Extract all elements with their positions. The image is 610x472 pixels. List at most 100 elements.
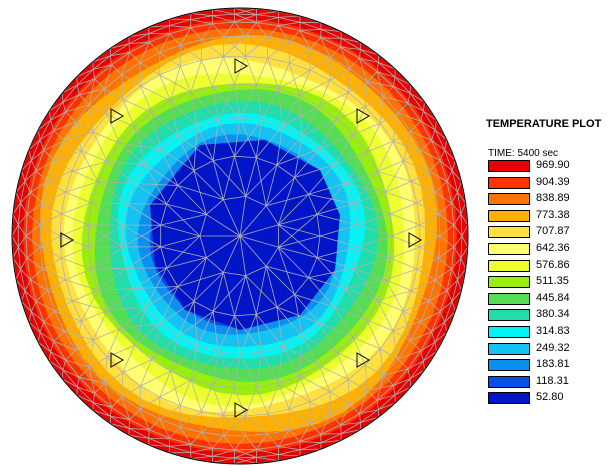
mesh-edge [385,181,412,193]
temperature-legend: TEMPERATURE PLOT TIME: 5400 sec 969.90 90… [486,118,606,405]
mesh-edge [122,224,161,248]
mesh-edge [366,123,381,153]
mesh-edge [140,359,152,387]
mesh-edge [365,106,381,124]
mesh-edge [276,306,283,347]
mesh-edge [309,57,331,71]
mesh-edge [419,213,439,226]
mesh-edge [199,235,207,258]
mesh-edge [63,330,94,341]
mesh-edge [79,377,95,394]
mesh-edge [61,192,66,214]
mesh-edge [420,150,441,161]
mesh-edge [420,350,424,362]
mesh-edge [278,214,318,248]
mesh-edge [256,449,279,455]
mesh-edge [28,311,32,323]
mesh-edge [42,181,48,204]
legend-swatch [488,226,530,239]
mesh-edge [160,246,207,258]
legend-value: 183.81 [536,358,570,371]
mesh-edge [416,191,436,204]
mesh-edge [206,257,224,273]
mesh-edge [76,386,78,396]
mesh-edge [409,84,412,94]
mesh-edge [340,46,350,69]
mesh-edge [308,277,335,308]
thermocouple-marker-icon [60,232,74,248]
mesh-edge [282,345,300,377]
mesh-edge [65,279,73,302]
mesh-edge [341,38,361,43]
mesh-edge [170,336,179,372]
mesh-edge [245,22,257,37]
mesh-edge [134,345,152,360]
mesh-edge [321,440,342,444]
mesh-edge [316,246,358,258]
mesh-edge [378,62,396,70]
mesh-edge [97,181,127,205]
mesh-edge [212,160,224,200]
mesh-edge [62,369,78,388]
mesh-edge [75,121,94,133]
mesh-edge [213,155,235,161]
mesh-edge [61,202,92,215]
mesh-edge [190,379,213,386]
mesh-edge [451,279,458,302]
mesh-edge [201,23,213,40]
mesh-edge [423,351,437,362]
mesh-edge [129,52,141,64]
mesh-edge [379,330,394,350]
mesh-edge [309,414,331,424]
mesh-edge [411,170,430,182]
mesh-edge [129,434,149,439]
mesh-edge [54,150,82,162]
mesh-edge [366,319,394,332]
mesh-edge [42,191,66,204]
mesh-edge [299,30,321,39]
mesh-edge [190,351,219,381]
mesh-edge [30,279,48,291]
legend-row: 445.84 [488,291,606,307]
legend-value: 118.31 [536,374,569,387]
mesh-edge [434,268,452,281]
mesh-edge [106,99,124,115]
mesh-edge [47,170,73,182]
mesh-edge [190,345,198,380]
mesh-edge [340,46,360,59]
mesh-edge [256,457,279,462]
mesh-edge [122,345,135,373]
mesh-edge [111,64,122,76]
mesh-edge [65,359,90,368]
mesh-edge [179,379,192,406]
mesh-edge [104,74,122,90]
mesh-edge [201,36,224,41]
mesh-edge [212,272,224,312]
mesh-edge [128,427,150,431]
mesh-edge [62,94,80,103]
legend-swatch [488,309,530,322]
mesh-edge [309,48,331,58]
mesh-edge [212,15,235,23]
mesh-edge [255,314,263,353]
legend-value: 380.34 [536,308,570,321]
mesh-edge [160,148,195,171]
mesh-edge [390,235,393,259]
mesh-edge [217,119,235,157]
mesh-edge [97,161,108,182]
mesh-edge [451,290,462,302]
mesh-edge [359,399,378,414]
mesh-edge [278,177,295,225]
mesh-edge [301,106,320,136]
mesh-edge [201,431,224,436]
mesh-edge [256,14,279,18]
mesh-edge [320,433,342,444]
mesh-edge [349,390,368,404]
mesh-edge [419,224,441,237]
mesh-edge [385,279,412,291]
mesh-edge [201,432,213,449]
mesh-edge [308,277,346,289]
mesh-edge [145,148,161,166]
mesh-edge [223,35,246,38]
mesh-edge [434,120,437,130]
